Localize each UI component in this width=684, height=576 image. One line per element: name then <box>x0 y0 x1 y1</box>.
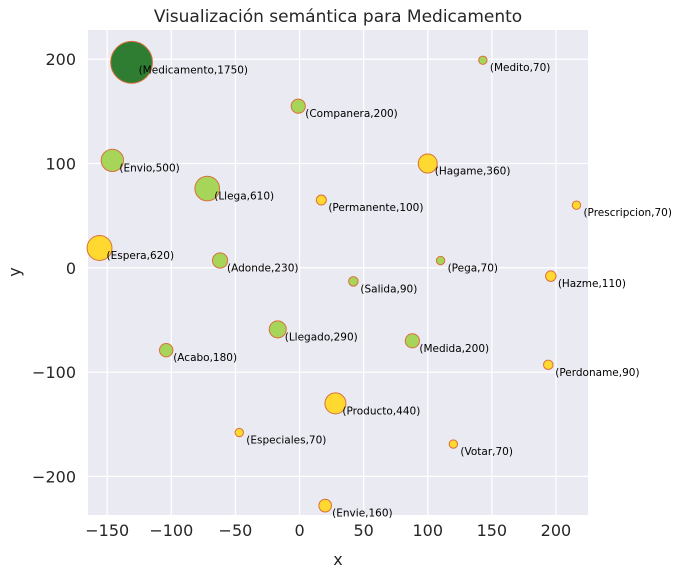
x-tick-label: −100 <box>149 521 193 540</box>
point-label: (Medida,200) <box>419 343 489 355</box>
data-point <box>435 255 446 266</box>
point-label: (Producto,440) <box>342 405 420 417</box>
y-axis-ticks: −200 −100 0 100 200 <box>32 50 76 486</box>
data-point <box>86 235 113 261</box>
point-label: (Medicamento,1750) <box>139 64 248 76</box>
point-label: (Llegado,290) <box>285 331 358 343</box>
data-point <box>211 252 229 269</box>
point-label: (Envio,500) <box>119 162 179 174</box>
point-label: (Envie,160) <box>332 508 392 520</box>
point-label: (Especiales,70) <box>246 435 326 447</box>
data-point <box>234 427 244 438</box>
y-tick-label: 0 <box>66 259 76 278</box>
y-tick-label: −200 <box>32 467 76 486</box>
data-point <box>545 270 557 282</box>
x-axis-label: x <box>333 550 342 569</box>
data-point <box>318 498 333 513</box>
data-point <box>478 55 488 65</box>
data-point <box>290 98 306 114</box>
plot-area <box>88 30 588 515</box>
data-points: (Medicamento,1750) (Medito,70) (Companera,… <box>86 40 672 520</box>
x-tick-label: 150 <box>477 521 508 540</box>
y-tick-label: 100 <box>45 155 76 174</box>
data-point <box>110 40 154 84</box>
x-tick-label: 50 <box>353 521 373 540</box>
data-point <box>324 392 347 415</box>
x-tick-label: −150 <box>85 521 129 540</box>
point-label: (Llega,610) <box>214 191 274 203</box>
data-point <box>571 200 582 210</box>
data-point <box>448 439 459 449</box>
chart-title: Visualización semántica para Medicamento <box>154 7 522 27</box>
point-label: (Votar,70) <box>460 446 513 458</box>
point-label: (Adonde,230) <box>227 263 298 275</box>
data-point <box>158 342 174 358</box>
y-tick-label: −100 <box>32 363 76 382</box>
data-point <box>194 175 221 202</box>
point-label: (Perdoname,90) <box>555 367 639 379</box>
x-tick-label: 0 <box>294 521 304 540</box>
point-label: (Salida,90) <box>360 283 417 295</box>
x-tick-label: 200 <box>541 521 572 540</box>
data-point <box>100 148 125 173</box>
data-point <box>268 320 287 339</box>
x-tick-label: 100 <box>412 521 443 540</box>
point-label: (Acabo,180) <box>173 352 237 364</box>
data-point <box>315 194 327 206</box>
point-label: (Hagame,360) <box>435 166 511 178</box>
data-point <box>404 333 420 349</box>
grid-lines <box>88 30 588 515</box>
point-label: (Pega,70) <box>448 263 498 275</box>
point-label: (Hazme,110) <box>558 278 626 290</box>
point-label: (Companera,200) <box>305 108 398 120</box>
x-axis-ticks: −150 −100 −50 0 50 100 150 200 <box>85 521 571 540</box>
data-point <box>543 359 554 371</box>
x-tick-label: −50 <box>219 521 253 540</box>
data-point <box>348 276 359 287</box>
y-axis-label: y <box>5 267 24 276</box>
point-label: (Permanente,100) <box>328 202 423 214</box>
point-label: (Prescripcion,70) <box>583 207 672 219</box>
y-tick-label: 200 <box>45 50 76 69</box>
point-label: (Espera,620) <box>107 250 175 262</box>
point-label: (Medito,70) <box>490 62 551 74</box>
data-point <box>417 153 438 174</box>
